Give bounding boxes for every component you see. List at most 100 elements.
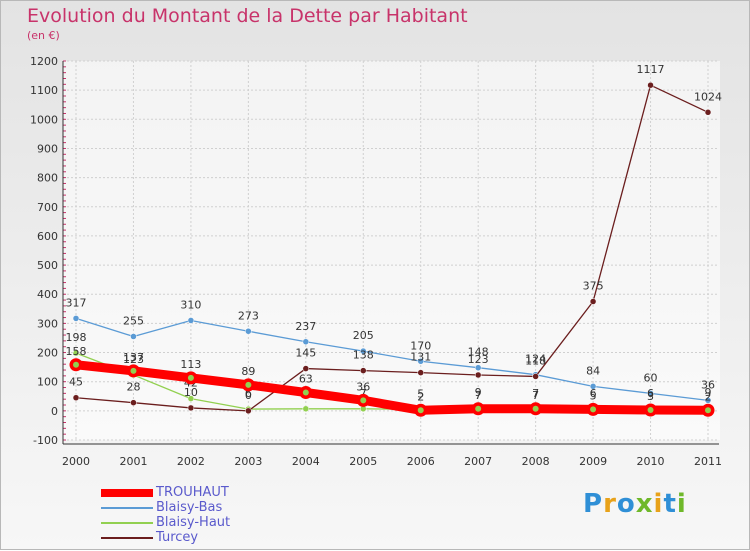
x-tick-label: 2005	[349, 455, 377, 468]
data-point-blaisy-haut	[72, 349, 80, 357]
x-tick-label: 2010	[637, 455, 665, 468]
data-label: 7	[532, 387, 539, 400]
data-point-turcey	[417, 369, 424, 376]
data-label: 375	[583, 280, 604, 293]
data-label: 6	[245, 387, 252, 400]
legend-swatch-blaisy-haut	[101, 522, 153, 524]
legend-label-blaisy-haut: Blaisy-Haut	[156, 515, 231, 530]
y-tick-label: 600	[37, 230, 58, 243]
logo-letter: r	[603, 489, 617, 519]
legend-label-turcey: Turcey	[156, 530, 199, 545]
data-label: 0	[245, 389, 252, 402]
legend-swatch-turcey	[101, 537, 153, 539]
logo-letter: P	[583, 489, 604, 519]
x-tick-label: 2006	[407, 455, 435, 468]
plot-area	[63, 61, 720, 440]
data-label: 28	[126, 381, 140, 394]
data-label: 6	[590, 387, 597, 400]
data-label: 118	[525, 354, 546, 367]
y-tick-label: 0	[51, 405, 58, 418]
data-label: 60	[644, 371, 658, 384]
y-tick-label: 100	[37, 376, 58, 389]
data-label: 3	[647, 390, 654, 403]
data-label: 1024	[694, 90, 722, 103]
data-point-blaisy-bas	[245, 328, 252, 335]
data-point-inner-trouhaut	[130, 367, 137, 374]
y-tick-label: 300	[37, 317, 58, 330]
data-label: 10	[184, 386, 198, 399]
logo-letter: i	[653, 489, 664, 519]
x-tick-label: 2009	[579, 455, 607, 468]
data-label: 5	[590, 389, 597, 402]
data-label: 2	[417, 390, 424, 403]
x-tick-label: 2007	[464, 455, 492, 468]
data-point-inner-trouhaut	[532, 405, 539, 412]
legend-item-blaisy-bas: Blaisy-Bas	[101, 500, 321, 516]
data-label: 158	[66, 345, 87, 358]
y-tick-label: 400	[37, 288, 58, 301]
data-label: 5	[417, 387, 424, 400]
series-line-blaisy-bas	[75, 317, 709, 402]
x-tick-label: 2011	[694, 455, 722, 468]
data-label: 7	[532, 389, 539, 402]
data-label: 255	[123, 315, 144, 328]
logo-letter: o	[616, 489, 636, 519]
legend-label-trouhaut: TROUHAUT	[156, 485, 229, 500]
y-tick-label: 900	[37, 142, 58, 155]
data-label: 6	[647, 387, 654, 400]
x-tick-label: 2003	[234, 455, 262, 468]
logo-letter: i	[676, 489, 687, 519]
data-point-inner-trouhaut	[475, 405, 482, 412]
data-point-turcey	[704, 109, 712, 116]
x-tick-label: 2001	[119, 455, 147, 468]
data-point-inner-trouhaut	[245, 381, 252, 388]
data-point-turcey	[360, 367, 367, 374]
y-tick-label: 500	[37, 259, 58, 272]
x-tick-label: 2002	[177, 455, 205, 468]
data-point-inner-trouhaut	[590, 406, 597, 413]
data-label: 137	[123, 351, 144, 364]
chart-title: Evolution du Montant de la Dette par Hab…	[27, 5, 468, 27]
data-point-blaisy-bas	[302, 338, 310, 346]
data-label: 84	[586, 364, 600, 377]
x-tick-label: 2004	[292, 455, 320, 468]
legend-swatch-trouhaut	[101, 489, 153, 497]
data-point-blaisy-bas	[360, 347, 367, 355]
data-point-blaisy-bas	[474, 364, 482, 371]
data-point-inner-trouhaut	[302, 389, 309, 396]
data-label: 131	[410, 351, 431, 364]
data-point-inner-trouhaut	[187, 374, 194, 381]
proxiti-logo: Proxiti	[583, 489, 687, 519]
data-label: 1117	[637, 63, 665, 76]
data-point-turcey	[532, 373, 539, 380]
chart-subtitle: (en €)	[27, 29, 60, 42]
data-label: 145	[295, 347, 316, 360]
data-label: 63	[299, 372, 313, 385]
chart-legend: TROUHAUT Blaisy-Bas Blaisy-Haut Turcey	[101, 485, 321, 546]
logo-letter: t	[663, 489, 677, 519]
y-tick-label: 1200	[30, 55, 58, 68]
data-point-inner-trouhaut	[360, 397, 367, 404]
y-tick-label: 800	[37, 172, 58, 185]
data-point-blaisy-bas	[72, 315, 80, 322]
data-label: 2	[705, 390, 712, 403]
data-label: 36	[701, 378, 715, 391]
data-label: 7	[360, 387, 367, 400]
data-point-blaisy-haut	[302, 405, 310, 413]
data-label: 170	[410, 339, 431, 352]
y-tick-label: 700	[37, 201, 58, 214]
data-label: 198	[66, 331, 87, 344]
data-point-blaisy-bas	[704, 397, 712, 404]
data-label: 9	[475, 386, 482, 399]
series-line-turcey	[75, 84, 709, 412]
data-point-inner-trouhaut	[417, 407, 424, 414]
data-point-turcey	[647, 81, 654, 89]
data-label: 89	[241, 365, 255, 378]
data-label: 7	[475, 389, 482, 402]
data-point-inner-trouhaut	[73, 361, 79, 368]
data-label: 113	[180, 358, 201, 371]
legend-item-turcey: Turcey	[101, 530, 321, 546]
y-tick-label: 200	[37, 347, 58, 360]
data-label: 317	[66, 296, 87, 309]
